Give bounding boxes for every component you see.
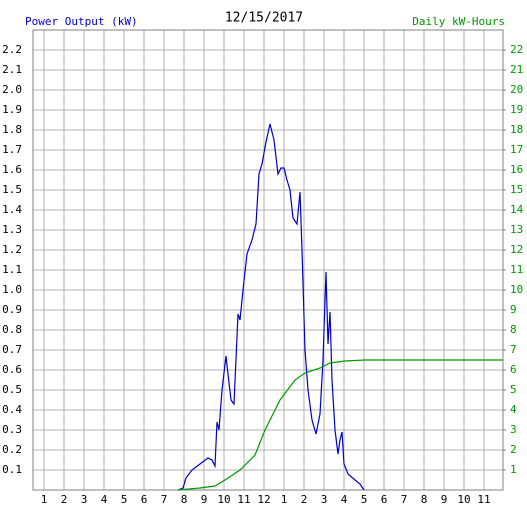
y-tick-label: 0.1	[2, 463, 22, 476]
x-tick-label: 3	[321, 493, 328, 506]
y2-tick-label: 10	[510, 283, 523, 296]
y2-tick-label: 8	[510, 323, 517, 336]
y2-tick-label: 11	[510, 263, 523, 276]
y2-tick-label: 5	[510, 383, 517, 396]
x-tick-label: 7	[401, 493, 408, 506]
grid	[33, 30, 503, 490]
y-tick-label: 0.9	[2, 303, 22, 316]
y2-tick-label: 20	[510, 83, 523, 96]
legend-label: Daily kW-Hours	[412, 15, 505, 28]
x-tick-label: 2	[61, 493, 68, 506]
y-tick-label: 0.8	[2, 323, 22, 336]
y2-tick-label: 9	[510, 303, 517, 316]
y-tick-label: 1.6	[2, 163, 22, 176]
y-tick-label: 2.2	[2, 43, 22, 56]
chart-title: 12/15/2017	[225, 11, 303, 26]
y2-tick-label: 1	[510, 463, 517, 476]
x-tick-label: 10	[217, 493, 230, 506]
y-tick-label: 2.0	[2, 83, 22, 96]
y2-tick-label: 6	[510, 363, 517, 376]
y-tick-label: 1.7	[2, 143, 22, 156]
y-tick-label: 0.3	[2, 423, 22, 436]
x-tick-label: 8	[421, 493, 428, 506]
x-tick-label: 8	[181, 493, 188, 506]
y-tick-label: 1.8	[2, 123, 22, 136]
x-tick-label: 7	[161, 493, 168, 506]
x-tick-label: 4	[341, 493, 348, 506]
y-tick-label: 1.4	[2, 203, 22, 216]
x-tick-label: 6	[381, 493, 388, 506]
y2-tick-label: 14	[510, 203, 524, 216]
y2-tick-label: 2	[510, 443, 517, 456]
x-tick-label: 1	[41, 493, 48, 506]
x-tick-label: 2	[301, 493, 308, 506]
y2-tick-label: 15	[510, 183, 523, 196]
y2-tick-label: 18	[510, 123, 523, 136]
x-tick-label: 11	[477, 493, 490, 506]
y2-tick-label: 3	[510, 423, 517, 436]
y2-tick-label: 22	[510, 43, 523, 56]
x-tick-label: 5	[121, 493, 128, 506]
y-tick-label: 0.7	[2, 343, 22, 356]
y2-tick-label: 12	[510, 243, 523, 256]
y2-tick-label: 7	[510, 343, 517, 356]
x-tick-label: 6	[141, 493, 148, 506]
y2-tick-label: 21	[510, 63, 523, 76]
y2-tick-label: 19	[510, 103, 523, 116]
x-tick-label: 12	[257, 493, 270, 506]
x-tick-label: 11	[237, 493, 250, 506]
y2-tick-label: 17	[510, 143, 523, 156]
x-tick-label: 9	[441, 493, 448, 506]
x-tick-label: 4	[101, 493, 108, 506]
y-tick-label: 1.1	[2, 263, 22, 276]
x-tick-label: 3	[81, 493, 88, 506]
x-tick-label: 1	[281, 493, 288, 506]
x-tick-label: 5	[361, 493, 368, 506]
y-tick-label: 1.3	[2, 223, 22, 236]
y2-tick-label: 16	[510, 163, 523, 176]
y-tick-label: 0.5	[2, 383, 22, 396]
y-tick-label: 0.6	[2, 363, 22, 376]
y-tick-label: 2.1	[2, 63, 22, 76]
plot	[177, 123, 503, 491]
y-tick-label: 1.9	[2, 103, 22, 116]
y-tick-label: 0.2	[2, 443, 22, 456]
y2-tick-label: 13	[510, 223, 523, 236]
y-tick-label: 1.5	[2, 183, 22, 196]
y-tick-label: 1.0	[2, 283, 22, 296]
x-tick-label: 10	[457, 493, 470, 506]
series-line	[177, 123, 365, 491]
y2-tick-label: 4	[510, 403, 517, 416]
series-line	[177, 359, 503, 491]
plot-frame	[32, 29, 504, 491]
y-tick-label: 0.4	[2, 403, 22, 416]
x-tick-label: 9	[201, 493, 208, 506]
legend-label: Power Output (kW)	[25, 15, 138, 28]
y-tick-label: 1.2	[2, 243, 22, 256]
